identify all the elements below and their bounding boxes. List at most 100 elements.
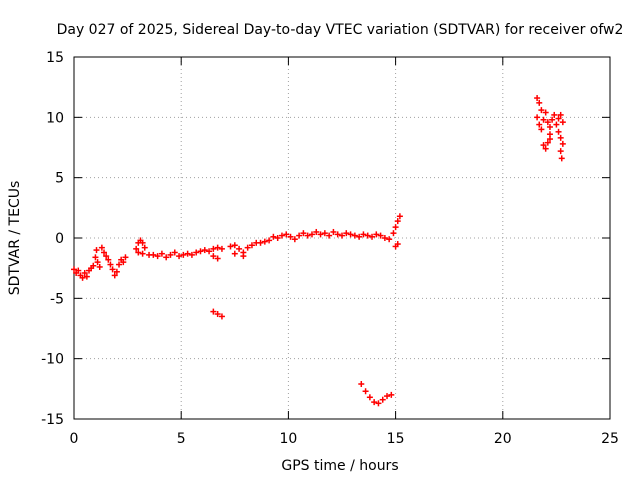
data-point-marker [534,114,541,121]
x-tick-label: 20 [494,431,512,447]
data-point-marker [366,394,373,401]
data-point-marker [218,313,225,320]
data-point-marker [71,266,77,273]
data-point-marker [113,268,120,275]
y-tick-label: 0 [55,231,64,247]
data-point-marker [214,244,221,251]
data-point-marker [257,239,264,246]
data-point-marker [274,235,281,241]
data-point-marker [231,242,238,249]
data-point-marker [540,116,547,123]
data-point-marker [231,250,238,257]
data-point-marker [122,254,129,261]
data-point-marker [261,238,268,245]
data-point-marker [158,250,165,257]
data-point-marker [92,254,99,261]
data-point-marker [559,119,566,126]
data-point-marker [392,224,399,231]
data-point-marker [313,228,320,235]
data-point-marker [343,230,350,237]
data-point-marker [214,255,221,262]
data-point-marker [283,231,290,238]
data-point-marker [381,235,388,241]
data-point-marker [555,128,562,135]
data-point-marker [546,136,553,143]
data-point-marker [373,231,380,238]
data-point-marker [291,236,298,243]
x-tick-label: 25 [601,431,619,447]
data-point-marker [386,236,393,243]
data-point-marker [321,230,328,237]
data-point-marker [364,232,371,239]
data-point-marker [107,261,114,268]
data-point-marker [105,256,112,263]
data-point-marker [553,121,560,128]
data-point-marker [83,273,90,280]
data-point-marker [278,232,285,239]
x-tick-label: 10 [279,431,297,447]
data-point-marker [379,396,386,403]
data-point-marker [384,393,391,400]
data-point-marker [538,107,545,114]
data-point-marker [296,232,303,239]
data-point-marker [218,245,225,252]
data-point-marker [392,243,399,250]
y-tick-label: 5 [55,171,64,187]
data-point-marker [326,232,333,239]
data-point-marker [334,231,341,238]
data-point-marker [371,399,378,406]
data-point-marker [339,232,345,239]
data-point-marker [536,121,543,128]
x-tick-label: 0 [70,431,79,447]
data-point-marker [109,266,116,273]
y-tick-label: -15 [41,412,64,428]
data-point-marker [154,253,161,260]
data-point-marker [103,253,110,260]
data-point-marker [555,115,562,122]
data-point-marker [558,155,565,162]
data-point-marker [244,244,251,251]
data-point-marker [536,99,543,106]
data-point-marker [206,248,213,255]
data-point-marker [362,388,369,395]
chart-title: Day 027 of 2025, Sidereal Day-to-day VTE… [57,22,624,38]
data-point-marker [139,239,146,246]
data-point-marker [394,218,401,225]
data-point-marker [270,233,277,240]
x-tick-label: 5 [177,431,186,447]
data-point-marker [141,244,148,251]
data-point-marker [358,381,365,388]
data-point-marker [347,231,354,238]
data-point-marker [317,231,324,238]
x-axis-label: GPS time / hours [281,458,398,474]
data-point-marker [227,243,234,250]
data-point-marker [266,237,273,244]
data-point-marker [388,391,395,398]
data-point-marker [93,247,100,254]
data-point-marker [236,245,243,252]
data-point-marker [356,233,363,240]
data-point-marker [214,311,221,318]
axis-ticks: 0 5 10 15 20 25 -15 -10 -5 0 5 10 15 [41,50,619,447]
data-point-marker [150,251,157,258]
data-point-marker [201,247,208,254]
data-points [71,95,566,407]
data-point-marker [546,123,553,130]
data-point-marker [120,259,127,266]
data-point-marker [308,231,315,238]
data-point-marker [248,242,255,249]
data-point-marker [94,259,101,266]
data-point-marker [559,140,566,147]
data-point-marker [193,249,200,256]
data-point-marker [534,95,541,102]
data-point-marker [171,249,178,256]
data-point-marker [116,261,123,268]
data-point-marker [176,253,183,260]
y-tick-label: 15 [46,50,64,66]
data-point-marker [79,274,86,281]
data-point-marker [351,232,358,239]
data-point-marker [557,111,564,118]
data-point-marker [98,244,105,251]
data-point-marker [210,308,217,315]
